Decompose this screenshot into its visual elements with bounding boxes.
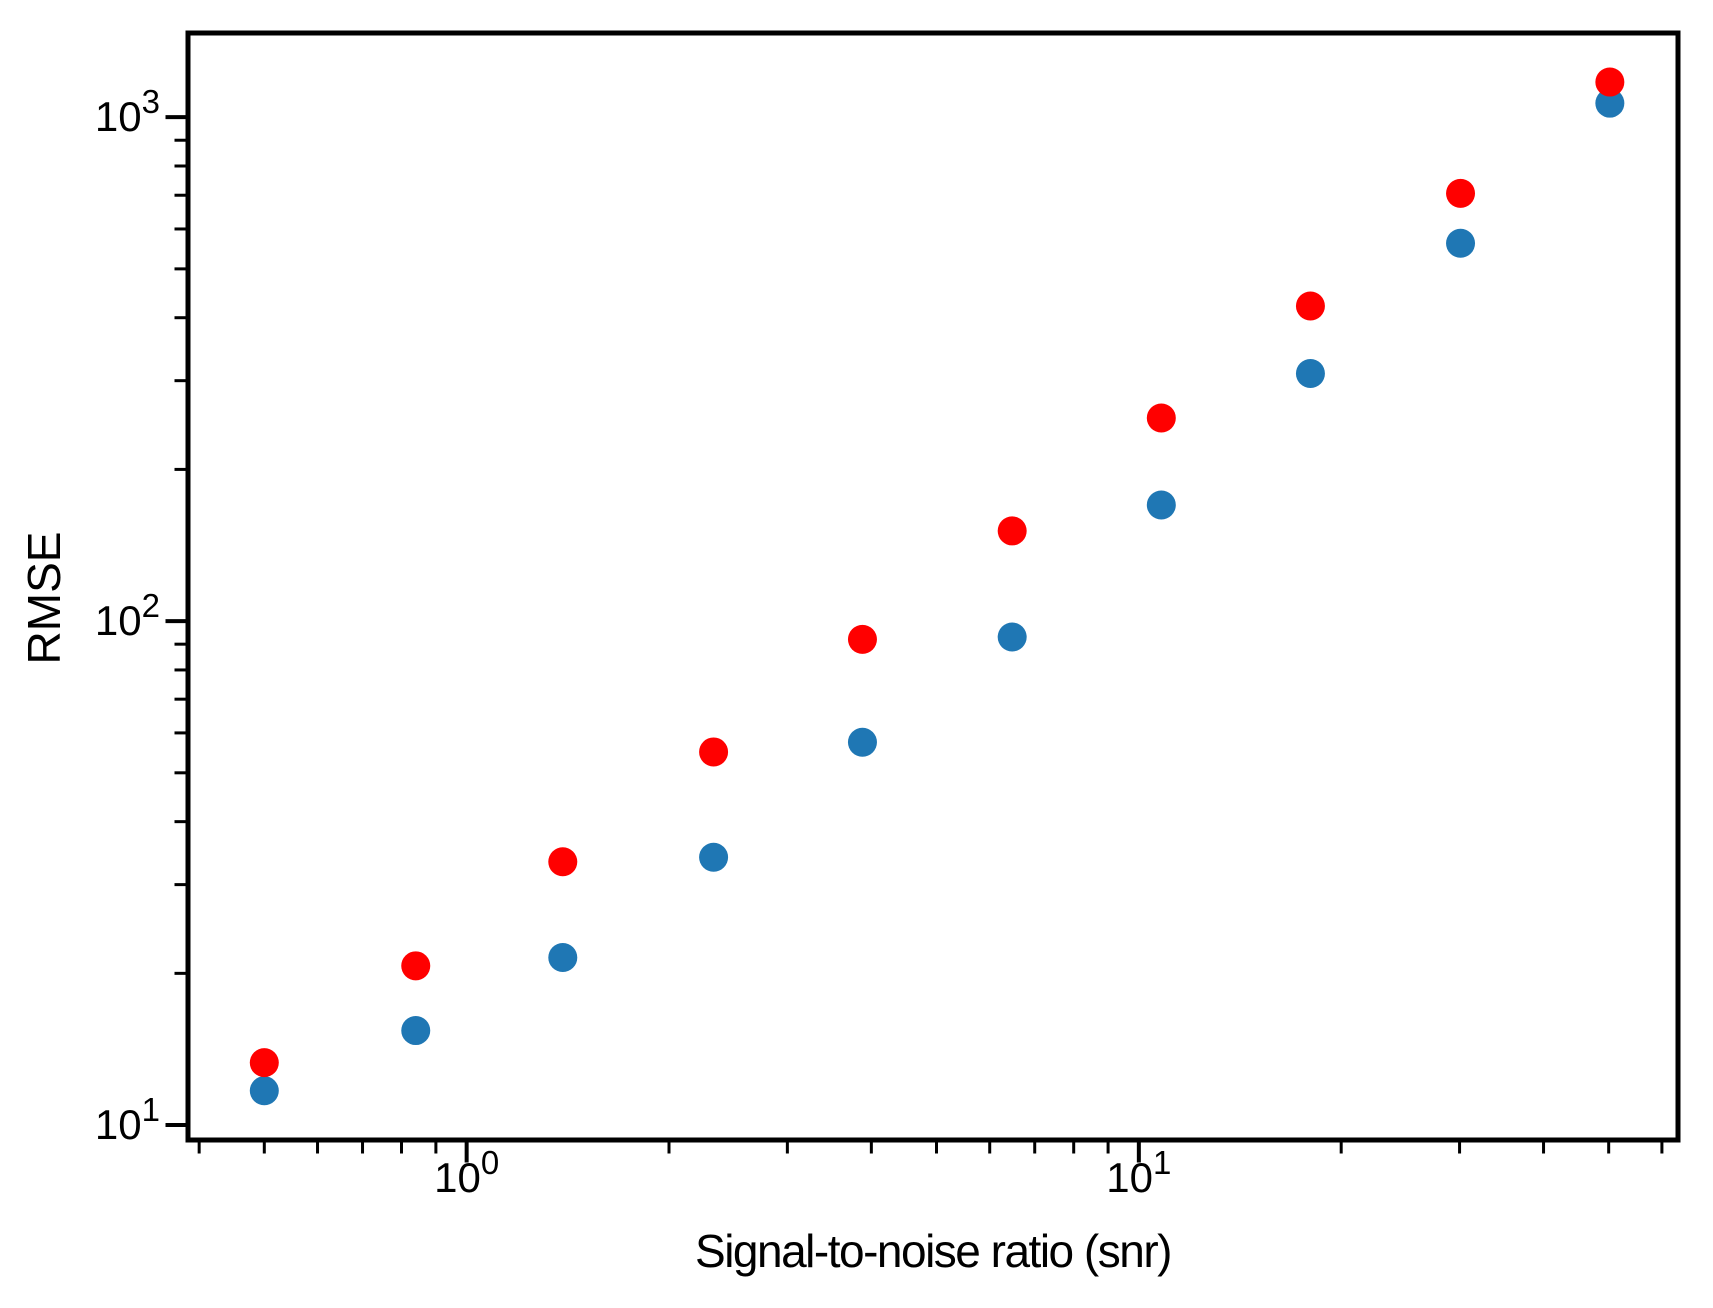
- x-tick-label: 101: [1106, 1144, 1171, 1201]
- y-axis-label: RMSE: [18, 531, 70, 665]
- data-point-red: [401, 951, 431, 981]
- data-point-blue: [1595, 88, 1625, 118]
- y-tick-label: 102: [95, 587, 160, 644]
- data-point-blue: [1446, 228, 1476, 258]
- data-point-blue: [1146, 490, 1176, 520]
- data-point-blue: [699, 842, 729, 872]
- data-point-red: [1146, 403, 1176, 433]
- x-axis-label: Signal-to-noise ratio (snr): [695, 1225, 1172, 1277]
- data-point-blue: [997, 622, 1027, 652]
- data-point-red: [847, 624, 877, 654]
- data-point-blue: [249, 1076, 279, 1106]
- data-point-blue: [1295, 358, 1325, 388]
- plot-border: [185, 30, 1681, 1143]
- data-point-red: [1446, 178, 1476, 208]
- data-point-red: [1595, 67, 1625, 97]
- y-tick-label: 103: [95, 83, 160, 140]
- data-point-blue: [548, 943, 578, 973]
- data-point-red: [699, 737, 729, 767]
- x-tick-label: 100: [434, 1144, 499, 1201]
- y-tick-label: 101: [95, 1091, 160, 1148]
- data-point-red: [997, 516, 1027, 546]
- data-point-red: [249, 1048, 279, 1078]
- data-point-blue: [401, 1016, 431, 1046]
- data-point-red: [1295, 291, 1325, 321]
- data-point-blue: [847, 727, 877, 757]
- data-point-red: [548, 847, 578, 877]
